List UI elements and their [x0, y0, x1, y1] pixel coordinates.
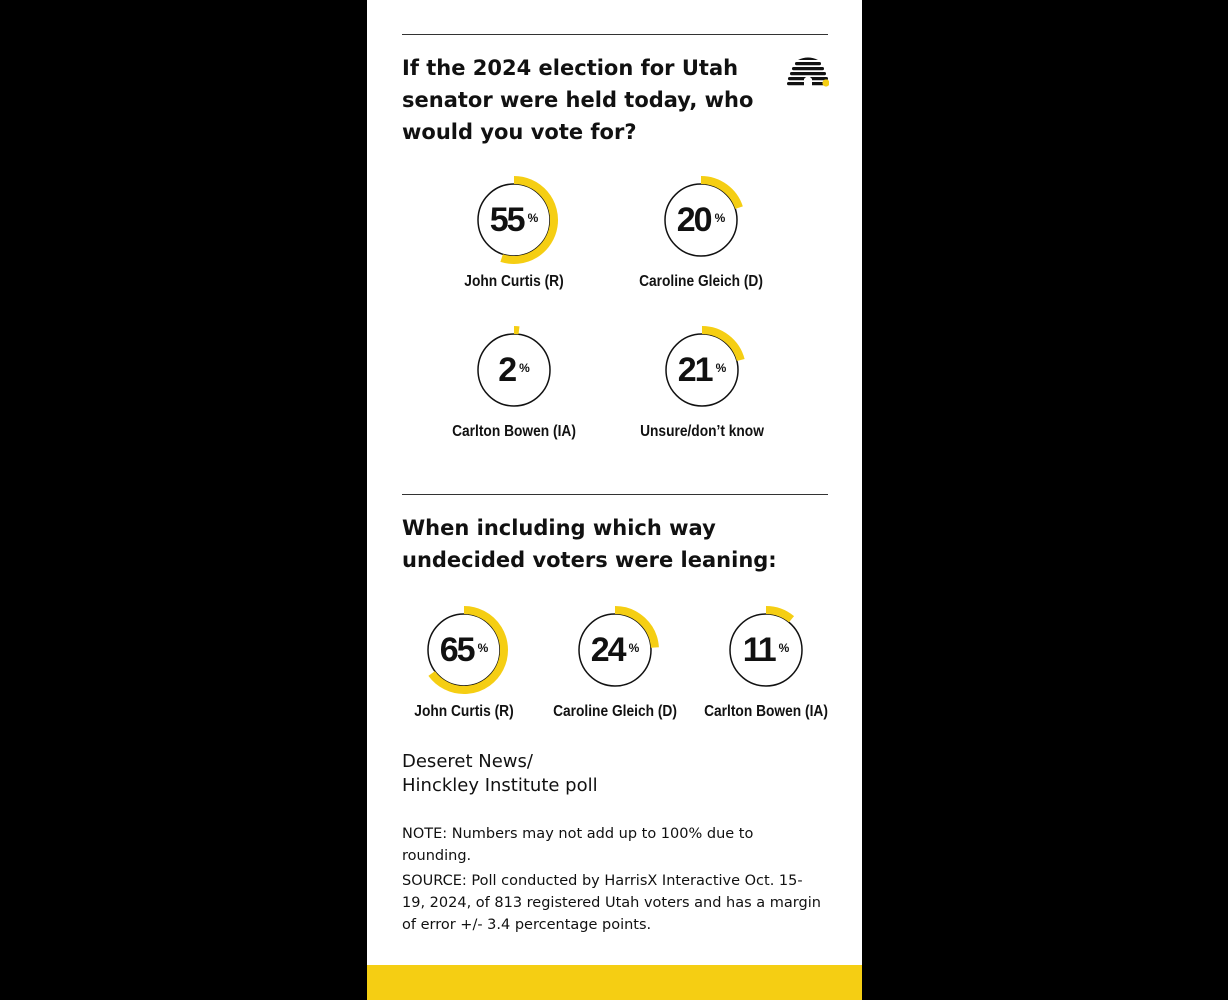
- ring-outline: [729, 613, 803, 687]
- ring-label-lean-john-curtis: John Curtis (R): [414, 703, 514, 720]
- source-note: SOURCE: Poll conducted by HarrisX Intera…: [402, 873, 821, 933]
- donut-lean-caroline-gleich: 24%: [565, 600, 665, 700]
- ring-arc: [500, 176, 558, 264]
- ring-label-lean-carlton-bowen: Carlton Bowen (IA): [704, 703, 828, 720]
- donut-john-curtis: 55%: [464, 170, 564, 270]
- ring-value: 55%: [489, 201, 539, 239]
- ring-value: 24%: [590, 631, 640, 669]
- ring-arc: [701, 326, 745, 362]
- donut-lean-carlton-bowen: 11%: [716, 600, 816, 700]
- ring-value: 21%: [677, 351, 727, 389]
- bottom-accent-bar: [367, 965, 862, 1000]
- donut-carlton-bowen: 2%: [464, 320, 564, 420]
- ring-label-lean-caroline-gleich: Caroline Gleich (D): [553, 703, 677, 720]
- infographic-panel: If the 2024 election for Utah senator we…: [367, 0, 862, 1000]
- ring-arc: [765, 606, 795, 623]
- donut-lean-john-curtis: 65%: [414, 600, 514, 700]
- ring-label-unsure: Unsure/don’t know: [640, 423, 764, 440]
- beehive-icon: [787, 56, 830, 88]
- ring-value: 65%: [439, 631, 489, 669]
- ring-label-caroline-gleich: Caroline Gleich (D): [639, 273, 763, 290]
- top-divider: [402, 34, 828, 35]
- donut-unsure: 21%: [652, 320, 752, 420]
- ring-value: 11%: [742, 631, 790, 669]
- ring-outline: [427, 613, 501, 687]
- poll-credit: Deseret News/ Hinckley Institute poll: [402, 750, 802, 798]
- donut-caroline-gleich: 20%: [651, 170, 751, 270]
- ring-outline: [477, 183, 551, 257]
- ring-label-carlton-bowen: Carlton Bowen (IA): [452, 423, 576, 440]
- middle-divider: [402, 494, 828, 495]
- ring-value: 2%: [498, 351, 530, 389]
- ring-label-john-curtis: John Curtis (R): [464, 273, 564, 290]
- credit-line-1: Deseret News/: [402, 751, 533, 772]
- rounding-note: NOTE: Numbers may not add up to 100% due…: [402, 826, 754, 864]
- ring-arc: [700, 176, 743, 210]
- ring-value: 20%: [676, 201, 726, 239]
- section1-title: If the 2024 election for Utah senator we…: [402, 56, 754, 144]
- section2-title: When including which way undecided voter…: [402, 516, 777, 572]
- ring-arc: [428, 606, 508, 694]
- credit-line-2: Hinckley Institute poll: [402, 775, 598, 796]
- ring-arc: [614, 606, 659, 648]
